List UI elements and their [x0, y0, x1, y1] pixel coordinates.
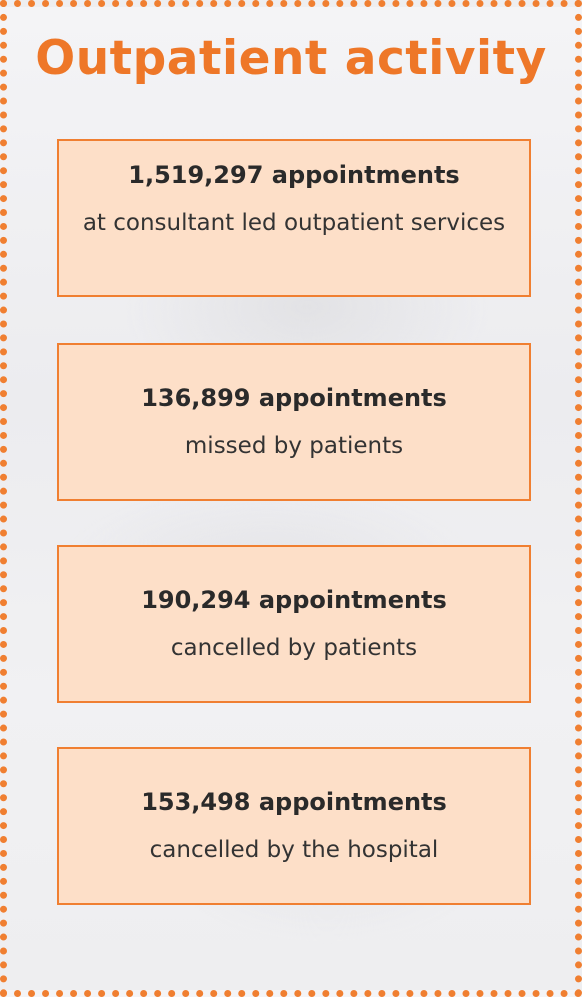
- stat-card-missed-by-patients: 136,899 appointments missed by patients: [57, 343, 531, 501]
- page-title: Outpatient activity: [35, 31, 547, 86]
- stat-card-content: 190,294 appointments cancelled by patien…: [59, 576, 529, 672]
- stat-card-content: 153,498 appointments cancelled by the ho…: [59, 778, 529, 874]
- stat-value: 153,498 appointments: [141, 788, 447, 816]
- stat-label: at consultant led outpatient services: [82, 210, 506, 236]
- stat-label: cancelled by patients: [170, 635, 418, 661]
- stat-label: cancelled by the hospital: [149, 837, 439, 863]
- stat-card-consultant-led: 1,519,297 appointments at consultant led…: [57, 139, 531, 297]
- stat-value: 136,899 appointments: [141, 384, 447, 412]
- stat-label: missed by patients: [184, 433, 404, 459]
- stat-card-content: 136,899 appointments missed by patients: [59, 374, 529, 470]
- stat-card-cancelled-by-patients: 190,294 appointments cancelled by patien…: [57, 545, 531, 703]
- stat-value: 190,294 appointments: [141, 586, 447, 614]
- stat-card-content: 1,519,297 appointments at consultant led…: [59, 151, 529, 247]
- stat-card-cancelled-by-hospital: 153,498 appointments cancelled by the ho…: [57, 747, 531, 905]
- stat-value: 1,519,297 appointments: [128, 161, 460, 189]
